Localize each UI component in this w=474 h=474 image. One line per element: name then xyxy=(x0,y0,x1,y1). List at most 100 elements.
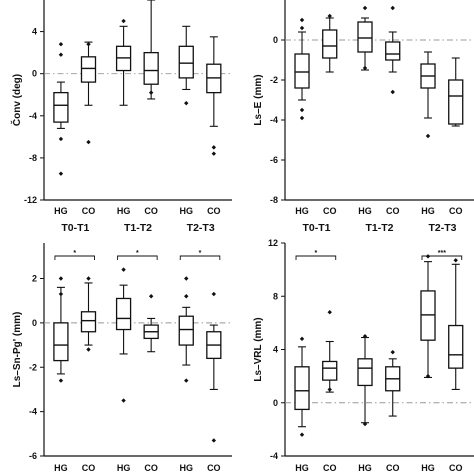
outlier-point xyxy=(425,133,431,139)
y-tick-label: 2 xyxy=(32,274,37,284)
outlier-point xyxy=(58,42,64,47)
outlier-point xyxy=(299,432,305,437)
category-label: HG xyxy=(54,463,68,473)
y-tick-label: 0 xyxy=(273,35,278,45)
category-label: CO xyxy=(386,206,400,216)
box-T0-T1-HG xyxy=(294,336,310,437)
category-label: CO xyxy=(449,463,463,473)
box-T0-T1-CO xyxy=(80,276,97,352)
outlier-point xyxy=(390,5,395,11)
box-T1-T2-CO xyxy=(143,294,159,353)
box-T1-T2-HG xyxy=(115,267,132,403)
y-tick-label: -2 xyxy=(29,362,37,372)
outlier-point xyxy=(184,100,189,106)
significance-label: * xyxy=(136,250,139,257)
outlier-point xyxy=(86,139,91,145)
y-tick-label: 0 xyxy=(32,318,37,328)
category-label: HG xyxy=(358,463,372,473)
category-label: HG xyxy=(295,206,309,216)
box-iqr xyxy=(294,366,310,411)
outlier-point xyxy=(453,258,458,263)
category-label: CO xyxy=(82,206,96,216)
box-iqr xyxy=(448,324,464,369)
category-label: HG xyxy=(421,463,435,473)
panel-3: -6 -4 -2 0 2 Ls–Sn-Pg' (mm) * * * HG CO HG CO HG CO xyxy=(12,243,232,473)
category-label: CO xyxy=(144,463,158,473)
group-label: T1-T2 xyxy=(365,222,393,234)
y-tick-label: 4 xyxy=(32,27,37,37)
outlier-point xyxy=(211,151,217,156)
y-axis-label: Čonv (deg) xyxy=(10,74,23,126)
y-tick-label: -2 xyxy=(270,75,278,85)
y-tick-label: 4 xyxy=(273,345,278,355)
box-iqr xyxy=(322,360,338,381)
outlier-point xyxy=(327,310,332,315)
outlier-point xyxy=(390,349,395,355)
outlier-point xyxy=(425,373,431,379)
outlier-point xyxy=(299,107,305,113)
significance-bracket xyxy=(117,255,158,260)
category-label: CO xyxy=(449,206,463,216)
significance-label: *** xyxy=(438,250,446,257)
y-tick-label: -6 xyxy=(270,155,278,165)
category-label: HG xyxy=(180,206,194,216)
box-T2-T3-CO xyxy=(206,36,222,156)
outlier-point xyxy=(148,294,154,299)
box-iqr xyxy=(80,56,97,83)
box-T1-T2-CO xyxy=(143,0,159,100)
box-iqr xyxy=(115,297,132,331)
outlier-point xyxy=(58,52,64,57)
y-axis-label: Ls–VRL (mm) xyxy=(253,317,264,381)
box-iqr xyxy=(385,41,401,61)
outlier-point xyxy=(86,276,91,281)
y-tick-label: 8 xyxy=(273,291,278,301)
outlier-point xyxy=(362,65,368,71)
outlier-point xyxy=(58,378,64,383)
y-tick-label: -4 xyxy=(29,111,37,121)
group-label: T2-T3 xyxy=(428,222,456,234)
y-axis-label: Ls–Sn-Pg' (mm) xyxy=(12,312,23,388)
significance-bracket xyxy=(295,255,337,260)
category-label: HG xyxy=(54,206,68,216)
outlier-point xyxy=(362,421,368,427)
box-iqr xyxy=(178,45,194,79)
box-T0-T1-CO xyxy=(322,310,338,393)
y-tick-label: -4 xyxy=(270,451,278,461)
category-label: HG xyxy=(358,206,372,216)
category-label: HG xyxy=(421,206,435,216)
box-iqr xyxy=(357,358,373,387)
outlier-point xyxy=(327,13,332,19)
group-label: T1-T2 xyxy=(124,222,152,234)
box-iqr xyxy=(294,53,310,89)
box-T2-T3-CO xyxy=(206,291,222,443)
y-tick-label: -8 xyxy=(270,195,278,205)
outlier-point xyxy=(184,276,189,281)
outlier-point xyxy=(86,347,91,352)
box-T2-T3-CO xyxy=(448,258,464,390)
outlier-point xyxy=(211,145,217,150)
outlier-point xyxy=(58,136,64,142)
outlier-point xyxy=(121,267,126,272)
y-tick-label: 0 xyxy=(32,69,37,79)
box-T2-T3-HG xyxy=(420,254,436,379)
box-iqr xyxy=(448,79,464,125)
significance-bracket xyxy=(421,255,463,260)
y-axis-label: Ls–E (mm) xyxy=(253,74,264,125)
outlier-point xyxy=(390,89,395,95)
outlier-point xyxy=(86,42,91,47)
y-tick-label: 0 xyxy=(273,398,278,408)
outlier-point xyxy=(299,115,305,121)
outlier-point xyxy=(299,25,305,31)
box-T0-T1-HG xyxy=(53,276,69,383)
box-T2-T3-CO xyxy=(448,57,464,127)
y-tick-label: 12 xyxy=(268,238,278,248)
category-label: HG xyxy=(295,463,309,473)
box-T0-T1-CO xyxy=(80,41,97,145)
significance-label: * xyxy=(315,250,318,257)
y-tick-label: -4 xyxy=(270,115,278,125)
category-label: CO xyxy=(207,206,221,216)
box-T2-T3-HG xyxy=(420,51,436,139)
outlier-point xyxy=(211,438,217,443)
